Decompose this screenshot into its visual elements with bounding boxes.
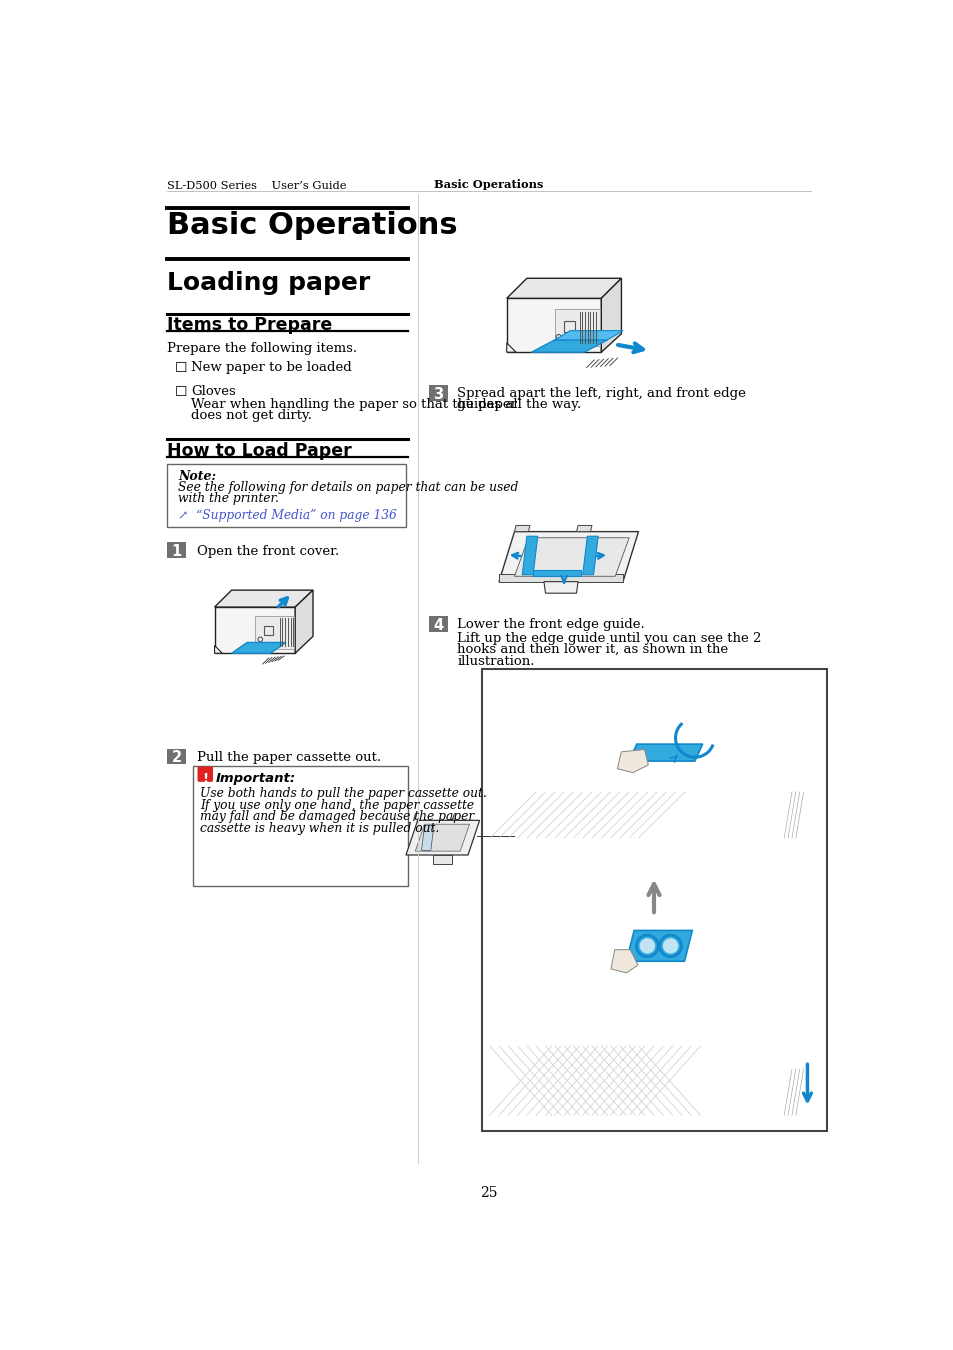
Polygon shape xyxy=(506,278,620,298)
Text: If you use only one hand, the paper cassette: If you use only one hand, the paper cass… xyxy=(199,799,474,811)
FancyBboxPatch shape xyxy=(193,765,408,886)
Text: !: ! xyxy=(202,772,208,784)
Text: Use both hands to pull the paper cassette out.: Use both hands to pull the paper cassett… xyxy=(199,787,486,801)
Text: New paper to be loaded: New paper to be loaded xyxy=(192,362,352,374)
Text: guides all the way.: guides all the way. xyxy=(456,398,580,412)
Text: See the following for details on paper that can be used: See the following for details on paper t… xyxy=(178,481,518,494)
Text: ↗  “Supported Media” on page 136: ↗ “Supported Media” on page 136 xyxy=(178,509,396,522)
Text: may fall and be damaged because the paper: may fall and be damaged because the pape… xyxy=(199,810,474,824)
Text: Wear when handling the paper so that the paper: Wear when handling the paper so that the… xyxy=(192,398,517,410)
FancyBboxPatch shape xyxy=(429,617,447,632)
Polygon shape xyxy=(506,343,516,352)
Text: Items to Prepare: Items to Prepare xyxy=(167,316,333,333)
FancyBboxPatch shape xyxy=(167,543,186,558)
Text: cassette is heavy when it is pulled out.: cassette is heavy when it is pulled out. xyxy=(199,822,438,834)
Text: does not get dirty.: does not get dirty. xyxy=(192,409,312,423)
Text: 3: 3 xyxy=(433,387,443,402)
Text: Spread apart the left, right, and front edge: Spread apart the left, right, and front … xyxy=(456,387,745,400)
Text: Open the front cover.: Open the front cover. xyxy=(196,544,338,558)
Polygon shape xyxy=(421,826,434,850)
Polygon shape xyxy=(415,825,469,850)
Text: hooks and then lower it, as shown in the: hooks and then lower it, as shown in the xyxy=(456,643,727,656)
Polygon shape xyxy=(294,590,313,653)
Text: 2: 2 xyxy=(172,751,181,765)
Text: Note:: Note: xyxy=(178,470,216,483)
Polygon shape xyxy=(531,340,607,352)
Polygon shape xyxy=(626,930,692,961)
Text: Gloves: Gloves xyxy=(192,385,235,397)
Text: illustration.: illustration. xyxy=(456,655,534,668)
Polygon shape xyxy=(498,532,638,582)
Polygon shape xyxy=(514,537,629,576)
Polygon shape xyxy=(582,536,598,575)
Polygon shape xyxy=(514,525,530,532)
Polygon shape xyxy=(628,744,702,761)
FancyBboxPatch shape xyxy=(167,749,186,764)
Polygon shape xyxy=(543,582,578,593)
Text: SL-D500 Series    User’s Guide: SL-D500 Series User’s Guide xyxy=(167,181,347,192)
Polygon shape xyxy=(610,949,638,973)
Polygon shape xyxy=(617,749,648,772)
Polygon shape xyxy=(232,643,286,653)
Text: with the printer.: with the printer. xyxy=(178,493,278,505)
Text: ☐: ☐ xyxy=(174,385,188,398)
Text: 1: 1 xyxy=(172,544,181,559)
Polygon shape xyxy=(506,298,600,352)
Circle shape xyxy=(662,938,678,953)
Text: 25: 25 xyxy=(479,1187,497,1200)
Text: How to Load Paper: How to Load Paper xyxy=(167,441,352,459)
Polygon shape xyxy=(533,570,580,576)
FancyBboxPatch shape xyxy=(429,385,447,401)
Circle shape xyxy=(639,938,655,953)
Text: Loading paper: Loading paper xyxy=(167,271,370,296)
Polygon shape xyxy=(555,309,599,346)
Text: Lift up the edge guide until you can see the 2: Lift up the edge guide until you can see… xyxy=(456,632,760,645)
FancyBboxPatch shape xyxy=(481,668,826,1131)
Polygon shape xyxy=(600,278,620,352)
Text: Pull the paper cassette out.: Pull the paper cassette out. xyxy=(196,751,380,764)
Polygon shape xyxy=(433,855,452,864)
Polygon shape xyxy=(521,536,537,575)
Text: Prepare the following items.: Prepare the following items. xyxy=(167,342,357,355)
Polygon shape xyxy=(406,821,479,855)
Polygon shape xyxy=(214,590,313,608)
Polygon shape xyxy=(555,331,622,340)
Text: Lower the front edge guide.: Lower the front edge guide. xyxy=(456,618,644,630)
Text: 4: 4 xyxy=(433,618,443,633)
FancyBboxPatch shape xyxy=(167,464,406,526)
Polygon shape xyxy=(254,617,294,648)
Text: Important:: Important: xyxy=(216,772,296,784)
Text: ☐: ☐ xyxy=(174,362,188,375)
Text: Basic Operations: Basic Operations xyxy=(434,180,543,190)
Text: Basic Operations: Basic Operations xyxy=(167,211,457,239)
Polygon shape xyxy=(498,574,622,582)
Polygon shape xyxy=(214,608,294,653)
Polygon shape xyxy=(576,525,592,532)
Polygon shape xyxy=(214,645,222,653)
FancyBboxPatch shape xyxy=(197,767,213,782)
